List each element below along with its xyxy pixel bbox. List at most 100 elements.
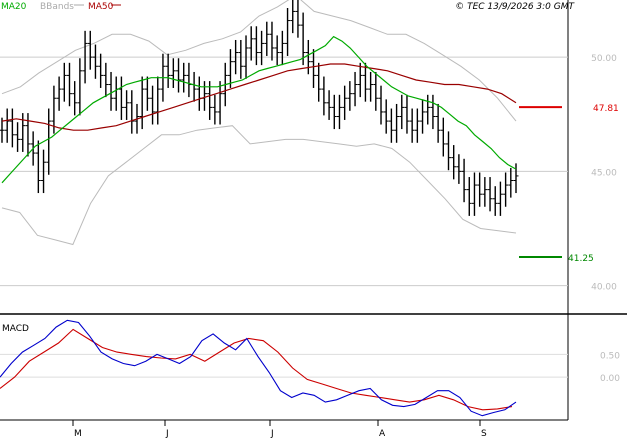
price-bar: [61, 62, 67, 102]
bband-lower-line: [1, 125, 517, 246]
price-bar: [321, 76, 327, 116]
price-bar: [399, 94, 405, 130]
price-axis-labels: 50.00 45.00 40.00: [591, 54, 617, 292]
price-bar: [300, 12, 306, 66]
price-bar: [295, 0, 301, 38]
macd-panel: 0.50 0.00: [0, 319, 620, 417]
price-bar: [176, 58, 182, 93]
price-bar: [103, 62, 109, 98]
price-bar: [144, 76, 150, 111]
price-bar: [477, 172, 483, 207]
price-bar: [98, 53, 104, 88]
price-bar: [430, 94, 436, 130]
price-tick-label: 40.00: [591, 283, 617, 293]
price-bar: [461, 158, 467, 203]
price-bar: [207, 81, 213, 120]
price-bar: [170, 58, 176, 88]
price-bar: [35, 140, 41, 194]
price-bar: [243, 35, 249, 79]
price-bar: [513, 163, 519, 194]
price-bar: [331, 94, 337, 130]
price-bar: [279, 30, 285, 66]
price-bar: [87, 30, 93, 70]
price-bar: [446, 131, 452, 171]
price-bar: [108, 71, 114, 111]
price-bar: [82, 30, 88, 84]
copyright-text: © TEC 13/9/2026 3:0 GMT: [455, 2, 575, 12]
ma20-line: [1, 35, 517, 184]
price-bar: [56, 76, 62, 111]
price-bar: [357, 62, 363, 98]
price-bar: [124, 90, 130, 120]
price-tick-label: 50.00: [591, 54, 617, 64]
price-bar: [362, 62, 368, 102]
price-bar: [414, 108, 420, 143]
macd-tick-label: 0.50: [600, 351, 620, 361]
price-bar: [440, 117, 446, 157]
price-bar: [326, 90, 332, 120]
price-bar: [0, 117, 5, 143]
price-bar: [425, 94, 431, 125]
price-bar: [435, 103, 441, 143]
time-tick-label: J: [165, 429, 169, 439]
price-bar: [72, 81, 78, 116]
price-panel: [0, 0, 568, 313]
bband-upper-line: [1, 0, 517, 122]
price-bar: [46, 108, 52, 175]
legend-ma50: MA50: [88, 2, 114, 12]
price-bar: [352, 71, 358, 107]
price-bar: [253, 26, 259, 66]
price-bar: [274, 35, 280, 66]
price-bar: [503, 172, 509, 207]
macd-signal-line: [0, 328, 513, 411]
time-tick-label: J: [270, 429, 274, 439]
price-bar: [66, 62, 72, 107]
price-bar: [181, 62, 187, 93]
price-bar: [466, 177, 472, 216]
price-bar: [388, 108, 394, 143]
price-bar: [9, 108, 15, 148]
moving-averages: [1, 35, 517, 184]
price-bar: [492, 186, 498, 216]
price-bar: [404, 94, 410, 134]
price-bar: [227, 49, 233, 88]
legend-ma20: MA20: [1, 2, 27, 12]
price-bar: [336, 94, 342, 130]
legend-bbands: BBands: [40, 2, 74, 12]
price-bar: [248, 26, 254, 61]
support-label: 41.25: [568, 254, 594, 264]
price-bar: [342, 85, 348, 120]
price-bar: [285, 7, 291, 56]
price-bar: [409, 108, 415, 143]
price-bar: [420, 99, 426, 134]
price-bar: [15, 122, 21, 152]
price-bar: [259, 30, 265, 66]
price-bar: [378, 85, 384, 125]
price-bar: [497, 181, 503, 216]
price-bar: [487, 177, 493, 212]
price-bar: [217, 81, 223, 125]
price-bar: [311, 49, 317, 88]
price-bar: [264, 21, 270, 56]
macd-line: [0, 319, 517, 417]
price-bar: [233, 39, 239, 75]
price-bar: [383, 99, 389, 134]
price-bar: [394, 103, 400, 143]
bollinger-bands: [1, 0, 517, 246]
ma50-line: [1, 63, 517, 131]
price-bar: [368, 71, 374, 102]
price-bar: [77, 58, 83, 116]
price-bar: [238, 39, 244, 79]
price-bar: [290, 0, 296, 34]
price-bar: [92, 44, 98, 79]
price-bar: [139, 76, 145, 130]
price-bar: [373, 71, 379, 111]
price-bar: [482, 177, 488, 207]
price-bar: [451, 145, 457, 180]
price-bar: [269, 21, 275, 61]
time-tick-label: M: [74, 429, 82, 439]
price-bar: [165, 53, 171, 88]
price-bar: [316, 62, 322, 102]
